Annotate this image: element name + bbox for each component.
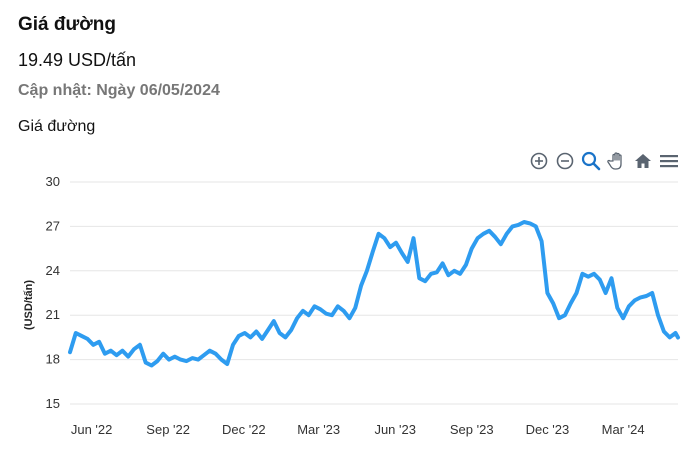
y-tick-label: 27 — [46, 218, 60, 233]
grid-layer — [70, 181, 678, 405]
home-reset-icon[interactable] — [632, 150, 654, 172]
current-price: 19.49 USD/tấn — [18, 50, 137, 70]
y-axis-ticks: 30 27 24 21 18 15 — [46, 174, 60, 411]
zoom-in-icon[interactable] — [528, 150, 550, 172]
x-tick-label: Mar '23 — [297, 422, 340, 437]
y-tick-label: 18 — [46, 352, 60, 367]
pan-hand-icon[interactable] — [606, 150, 628, 172]
x-tick-label: Mar '24 — [602, 422, 645, 437]
chart-toolbar — [528, 150, 680, 172]
x-tick-label: Jun '23 — [374, 422, 416, 437]
x-tick-label: Dec '23 — [526, 422, 570, 437]
series-layer — [68, 220, 680, 368]
x-axis-ticks: Jun '22 Sep '22 Dec '22 Mar '23 Jun '23 Sep '… — [71, 422, 645, 437]
y-tick-label: 30 — [46, 174, 60, 189]
zoom-out-icon[interactable] — [554, 150, 576, 172]
x-tick-label: Dec '22 — [222, 422, 266, 437]
series-line — [68, 220, 680, 368]
line-chart: 30 27 24 21 18 15 Jun '22 Sep '22 Dec '22 Mar '2… — [23, 174, 680, 437]
chart-title: Giá đường — [18, 118, 96, 135]
y-tick-label: 21 — [46, 307, 60, 322]
y-tick-label: 24 — [46, 263, 60, 278]
x-tick-label: Sep '22 — [146, 422, 190, 437]
updated-prefix: Cập nhật: — [18, 82, 97, 99]
zoom-select-icon[interactable] — [580, 150, 602, 172]
page-title: Giá đường — [18, 14, 116, 35]
updated-date: Ngày 06/05/2024 — [96, 82, 220, 99]
menu-icon[interactable] — [658, 150, 680, 172]
y-axis-label: (USD/tấn) — [23, 280, 35, 330]
x-tick-label: Sep '23 — [450, 422, 494, 437]
updated-line: Cập nhật: Ngày 06/05/2024 — [18, 82, 220, 100]
y-tick-label: 15 — [46, 396, 60, 411]
x-tick-label: Jun '22 — [71, 422, 113, 437]
